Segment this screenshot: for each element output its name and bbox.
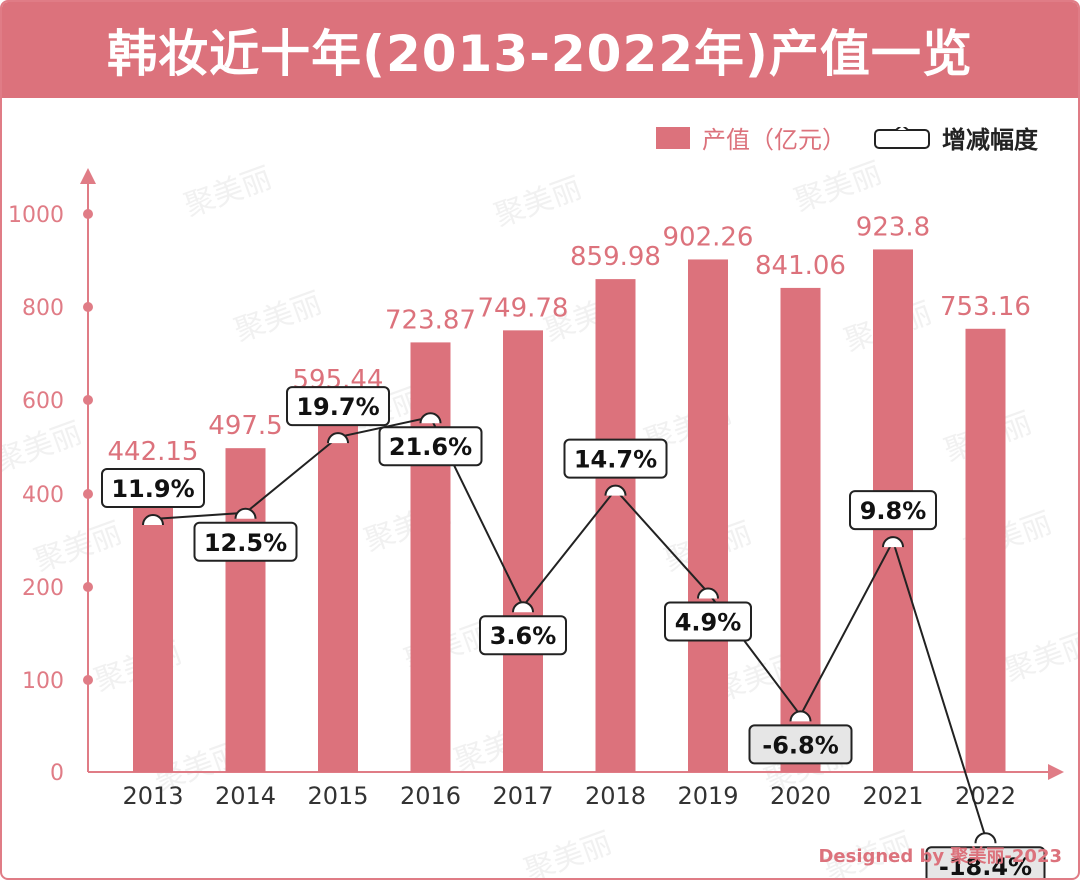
bar-value-label: 497.5 bbox=[208, 411, 282, 441]
bar bbox=[965, 328, 1006, 772]
bar bbox=[318, 402, 358, 772]
title-bar: 韩妆近十年(2013-2022年)产值一览 bbox=[2, 2, 1078, 98]
growth-value-label: 19.7% bbox=[296, 393, 379, 421]
credit-text: Designed by 聚美丽-2023 bbox=[818, 846, 1062, 867]
legend-line-swatch bbox=[874, 126, 930, 149]
x-tick-label: 2015 bbox=[307, 782, 368, 810]
x-tick-label: 2018 bbox=[585, 782, 646, 810]
growth-value-label: 9.8% bbox=[860, 497, 927, 525]
x-tick-label: 2014 bbox=[215, 782, 276, 810]
growth-value-label: 3.6% bbox=[490, 622, 557, 650]
bar bbox=[225, 448, 266, 772]
y-tick-label: 100 bbox=[22, 669, 64, 694]
growth-marker bbox=[604, 484, 627, 496]
y-tick-dot bbox=[83, 675, 93, 685]
growth-label-box bbox=[748, 724, 853, 765]
y-tick-label: 400 bbox=[22, 483, 64, 508]
growth-value-label: 14.7% bbox=[574, 446, 657, 474]
y-tick-dot bbox=[83, 582, 93, 592]
y-tick-label: 0 bbox=[50, 761, 64, 786]
growth-label-box bbox=[925, 846, 1046, 878]
growth-value-label: 11.9% bbox=[111, 475, 194, 503]
growth-marker bbox=[974, 832, 997, 844]
growth-marker bbox=[789, 710, 812, 722]
growth-marker bbox=[419, 412, 442, 424]
growth-label-box bbox=[563, 438, 668, 479]
bar-value-label: 749.78 bbox=[478, 293, 569, 323]
y-tick-dot bbox=[83, 302, 93, 312]
x-tick-label: 2022 bbox=[955, 782, 1016, 810]
chart-title: 韩妆近十年(2013-2022年)产值一览 bbox=[107, 25, 973, 83]
growth-line bbox=[152, 416, 987, 838]
legend: 产值（亿元） 增减幅度 bbox=[656, 120, 1038, 155]
growth-value-label: -6.8% bbox=[762, 731, 839, 759]
growth-label-box bbox=[479, 615, 567, 656]
growth-marker bbox=[512, 601, 534, 613]
growth-marker bbox=[882, 536, 904, 548]
growth-label-box bbox=[286, 386, 390, 427]
x-tick-label: 2013 bbox=[122, 782, 183, 810]
x-tick-label: 2016 bbox=[400, 782, 461, 810]
growth-label-box bbox=[193, 521, 298, 562]
y-tick-label: 200 bbox=[22, 576, 64, 601]
x-tick-label: 2017 bbox=[492, 782, 553, 810]
growth-value-label: -18.4% bbox=[939, 853, 1032, 878]
growth-value-label: 21.6% bbox=[389, 433, 472, 461]
bar-value-label: 753.16 bbox=[940, 292, 1031, 322]
growth-marker bbox=[234, 507, 257, 519]
bar bbox=[688, 259, 728, 772]
growth-label-box bbox=[849, 490, 937, 531]
legend-bar-swatch bbox=[656, 126, 690, 149]
legend-item-bar: 产值（亿元） bbox=[656, 120, 846, 155]
growth-marker bbox=[697, 587, 719, 599]
bar bbox=[595, 279, 636, 772]
legend-item-line: 增减幅度 bbox=[874, 120, 1038, 155]
x-tick-label: 2021 bbox=[862, 782, 923, 810]
growth-label-box bbox=[101, 468, 205, 509]
legend-line-label: 增减幅度 bbox=[942, 126, 1038, 154]
growth-value-label: 4.9% bbox=[675, 609, 742, 637]
bar-value-label: 723.87 bbox=[385, 305, 476, 335]
y-tick-label: 1000 bbox=[8, 203, 64, 228]
bar-value-label: 859.98 bbox=[570, 242, 661, 272]
bar-value-label: 841.06 bbox=[755, 251, 846, 281]
y-tick-dot bbox=[83, 489, 93, 499]
y-tick-dot bbox=[83, 395, 93, 405]
y-tick-dot bbox=[83, 209, 93, 219]
bar-value-label: 923.8 bbox=[856, 212, 930, 242]
y-axis-arrow bbox=[80, 168, 96, 184]
bar-value-label: 902.26 bbox=[663, 222, 754, 252]
growth-label-box bbox=[664, 601, 752, 642]
y-tick-label: 600 bbox=[22, 389, 64, 414]
legend-bar-label: 产值（亿元） bbox=[702, 126, 846, 154]
bar bbox=[410, 342, 451, 772]
x-tick-label: 2019 bbox=[677, 782, 738, 810]
bar bbox=[503, 330, 543, 772]
growth-marker bbox=[142, 514, 164, 526]
y-tick-label: 800 bbox=[22, 296, 64, 321]
growth-marker bbox=[327, 432, 349, 444]
x-axis-arrow bbox=[1048, 764, 1064, 780]
bar bbox=[780, 287, 821, 772]
bar-value-label: 442.15 bbox=[108, 437, 199, 467]
growth-value-label: 12.5% bbox=[204, 529, 287, 557]
growth-label-box bbox=[378, 426, 483, 467]
x-tick-label: 2020 bbox=[770, 782, 831, 810]
